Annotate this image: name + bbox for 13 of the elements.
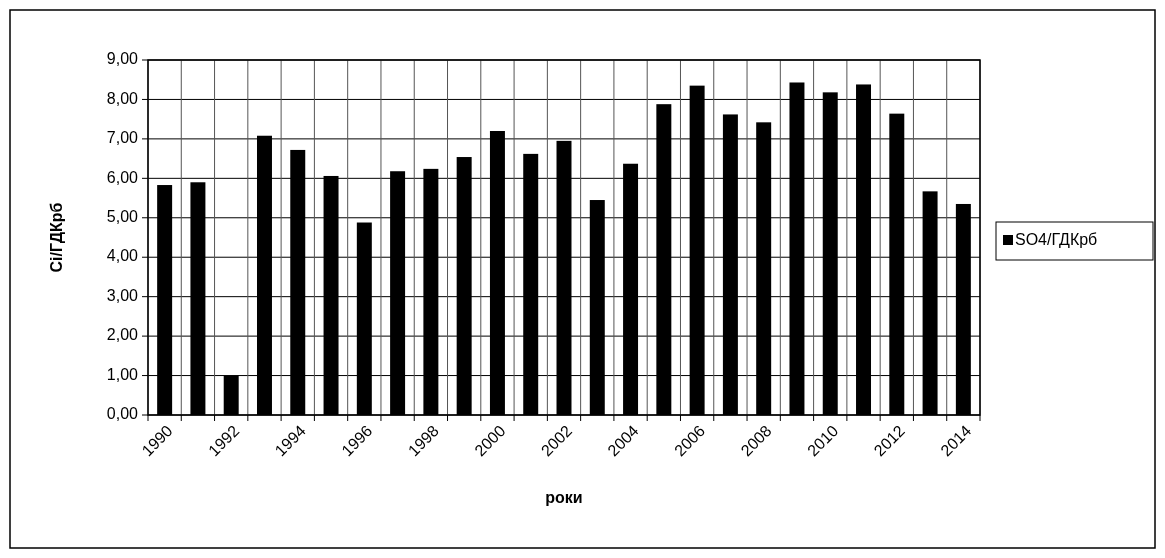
legend-label: SO4/ГДКрб <box>1015 231 1098 249</box>
y-tick-label: 5,00 <box>106 208 139 226</box>
y-tick-label: 7,00 <box>106 129 139 147</box>
y-tick-label: 2,00 <box>106 326 139 344</box>
y-tick-label: 4,00 <box>106 247 139 265</box>
x-axis-title: роки <box>545 489 583 506</box>
y-tick-label: 9,00 <box>106 50 139 68</box>
y-tick-label: 6,00 <box>106 168 139 186</box>
y-tick-label: 3,00 <box>106 286 139 304</box>
y-axis-title: Ci/ГДКрб <box>48 202 65 273</box>
y-tick-label: 1,00 <box>106 365 139 383</box>
y-tick-label: 0,00 <box>106 405 139 423</box>
y-tick-label: 8,00 <box>106 89 139 107</box>
